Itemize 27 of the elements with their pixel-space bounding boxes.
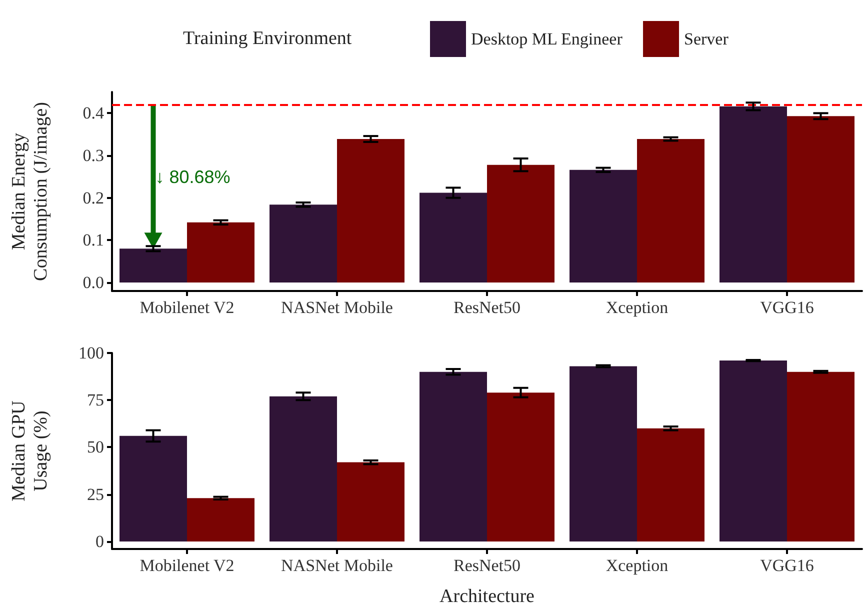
annotation: ↓ 80.68% [155, 167, 230, 188]
y-tick-label: 0.3 [82, 146, 104, 166]
y-tick-label: 25 [87, 484, 104, 504]
legend-title: Training Environment [183, 28, 352, 49]
y-axis-title: Median Energy Consumption (J/image) [8, 102, 52, 281]
y-tick-label: 50 [87, 438, 104, 457]
legend-label: Desktop ML Engineer [471, 30, 623, 48]
x-tick-label: Xception [606, 556, 669, 575]
x-axis-title: Architecture [440, 586, 534, 607]
y-tick-label: 75 [87, 390, 104, 410]
x-tick-label: NASNet Mobile [281, 298, 393, 317]
x-tick-label: Mobilenet V2 [140, 298, 234, 317]
x-tick-label: VGG16 [760, 298, 814, 317]
x-tick-label: Mobilenet V2 [140, 556, 234, 575]
y-tick-label: 0.0 [82, 273, 104, 292]
x-tick-label: NASNet Mobile [281, 556, 393, 575]
y-tick-label: 100 [78, 344, 104, 362]
x-tick-label: ResNet50 [453, 298, 521, 317]
x-tick-label: VGG16 [760, 556, 814, 575]
y-tick-label: 0 [96, 532, 104, 551]
y-axis-title: Median GPU Usage (%) [8, 400, 52, 502]
y-tick-label: 0.1 [82, 230, 104, 250]
legend-label: Server [684, 30, 729, 48]
x-tick-label: ResNet50 [453, 556, 521, 575]
y-tick-label: 0.4 [82, 104, 104, 123]
y-tick-label: 0.2 [82, 188, 104, 208]
x-tick-label: Xception [606, 298, 669, 317]
